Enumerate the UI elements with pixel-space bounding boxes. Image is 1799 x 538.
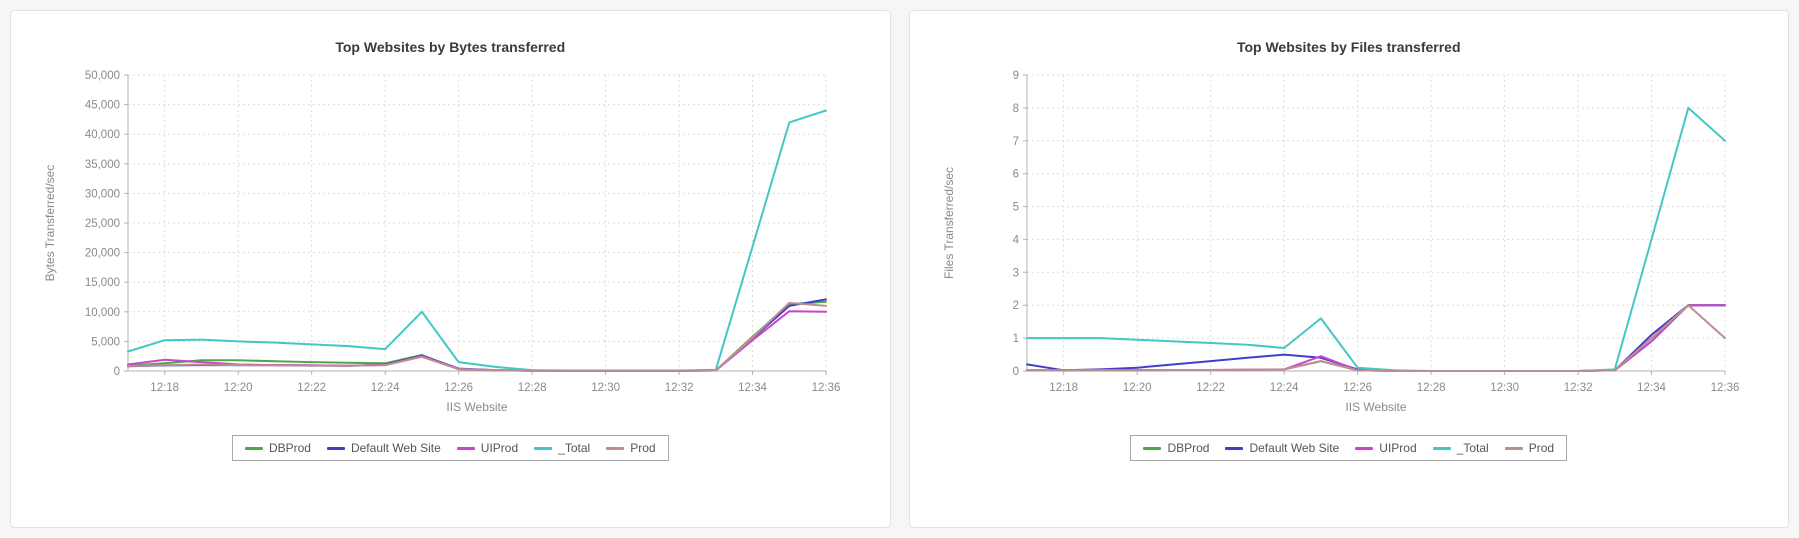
- y-tick-label: 20,000: [85, 248, 120, 260]
- y-tick-label: 1: [1012, 333, 1018, 345]
- chart-title-files: Top Websites by Files transferred: [1236, 39, 1461, 55]
- x-axis-label: IIS Website: [1345, 400, 1406, 414]
- x-tick-label: 12:18: [1049, 382, 1078, 394]
- legend-item-DBProd[interactable]: DBProd: [244, 441, 311, 455]
- y-tick-label: 10,000: [85, 307, 120, 319]
- legend-item-Prod[interactable]: Prod: [1504, 441, 1555, 455]
- legend-label: DBProd: [1167, 441, 1210, 455]
- legend-item-Prod[interactable]: Prod: [606, 441, 656, 455]
- legend-item-_Total[interactable]: _Total: [1432, 441, 1489, 455]
- y-tick-label: 5: [1012, 202, 1018, 214]
- x-tick-label: 12:20: [1123, 382, 1152, 394]
- legend-swatch: [244, 446, 263, 450]
- y-tick-label: 7: [1012, 136, 1018, 148]
- x-tick-label: 12:34: [1637, 382, 1666, 394]
- chart-svg: 0 5,000 10,000 15,000 20,000 25,000 30,000 35,0…: [43, 70, 841, 414]
- legend-label: Prod: [1528, 441, 1555, 455]
- x-tick-label: 12:26: [444, 382, 473, 394]
- legend-swatch: [1504, 446, 1523, 450]
- y-tick-label: 6: [1012, 169, 1018, 181]
- y-tick-label: 2: [1012, 300, 1018, 312]
- legend-swatch: [1432, 446, 1451, 450]
- y-tick-label: 30,000: [85, 188, 120, 200]
- x-tick-label: 12:28: [518, 382, 547, 394]
- y-tick-label: 45,000: [85, 100, 120, 112]
- x-tick-label: 12:22: [1196, 382, 1225, 394]
- series-line-_Total: [1025, 106, 1726, 372]
- y-tick-label: 3: [1012, 267, 1018, 279]
- y-tick-label: 50,000: [85, 70, 120, 82]
- legend-swatch: [456, 446, 475, 450]
- x-tick-label: 12:18: [151, 382, 180, 394]
- legend-swatch: [534, 446, 553, 450]
- chart-card-bytes: Top Websites by Bytes transferred 0 5,000…: [10, 10, 891, 528]
- legend-swatch: [606, 446, 625, 450]
- legend-item-UIProd[interactable]: UIProd: [456, 441, 519, 455]
- x-tick-label: 12:30: [1490, 382, 1519, 394]
- legend-label: Default Web Site: [350, 441, 441, 455]
- series-line-Prod: [1025, 304, 1726, 372]
- y-tick-label: 0: [1012, 366, 1018, 378]
- x-tick-label: 12:26: [1343, 382, 1372, 394]
- x-tick-label: 12:34: [738, 382, 767, 394]
- y-tick-label: 25,000: [85, 218, 120, 230]
- chart-card-files: Top Websites by Files transferred 0 1 2 3 4 5…: [908, 10, 1789, 528]
- chart-title-bytes: Top Websites by Bytes transferred: [335, 39, 566, 55]
- legend-label: _Total: [558, 441, 591, 455]
- series-line-Default Web Site: [1025, 304, 1726, 372]
- legend-label: UIProd: [480, 441, 519, 455]
- y-axis-label: Bytes Transferred/sec: [43, 165, 57, 282]
- x-tick-label: 12:32: [665, 382, 694, 394]
- y-tick-label: 8: [1012, 103, 1018, 115]
- x-tick-label: 12:28: [1416, 382, 1445, 394]
- legend-label: UIProd: [1379, 441, 1417, 455]
- series-line-UIProd: [1025, 304, 1726, 372]
- y-tick-label: 40,000: [85, 129, 120, 141]
- x-tick-label: 12:30: [591, 382, 620, 394]
- bytes-chart-legend: DBProd Default Web Site UIProd _Total Prod: [231, 435, 669, 461]
- bytes-line-chart: 0 5,000 10,000 15,000 20,000 25,000 30,000 35,0…: [21, 59, 880, 431]
- legend-label: DBProd: [268, 441, 311, 455]
- series-line-_Total: [127, 109, 828, 372]
- y-tick-label: 15,000: [85, 277, 120, 289]
- series-line-Prod: [127, 301, 828, 372]
- legend-item-Default Web Site[interactable]: Default Web Site: [326, 441, 441, 455]
- files-chart-legend: DBProd Default Web Site UIProd _Total Prod: [1130, 435, 1568, 461]
- legend-swatch: [1225, 446, 1244, 450]
- series-line-DBProd: [127, 300, 828, 372]
- x-tick-label: 12:22: [298, 382, 327, 394]
- legend-swatch: [1355, 446, 1374, 450]
- y-tick-label: 9: [1012, 70, 1018, 82]
- x-tick-label: 12:36: [1710, 382, 1739, 394]
- x-tick-label: 12:24: [371, 382, 400, 394]
- x-tick-label: 12:20: [224, 382, 253, 394]
- legend-item-UIProd[interactable]: UIProd: [1355, 441, 1417, 455]
- y-tick-label: 0: [114, 366, 120, 378]
- legend-label: _Total: [1456, 441, 1489, 455]
- x-tick-label: 12:36: [812, 382, 841, 394]
- legend-item-DBProd[interactable]: DBProd: [1143, 441, 1209, 455]
- legend-swatch: [326, 446, 345, 450]
- y-tick-label: 35,000: [85, 159, 120, 171]
- legend-item-Default Web Site[interactable]: Default Web Site: [1225, 441, 1339, 455]
- x-axis-label: IIS Website: [447, 400, 508, 414]
- legend-label: Default Web Site: [1249, 441, 1340, 455]
- legend-swatch: [1143, 446, 1162, 450]
- y-axis-label: Files Transferred/sec: [942, 167, 956, 279]
- y-tick-label: 4: [1012, 234, 1019, 246]
- legend-label: Prod: [630, 441, 656, 455]
- x-tick-label: 12:24: [1270, 382, 1299, 394]
- chart-svg: 0 1 2 3 4 5 6 7 8 9 12:18 12:20 12:22 12:24 12:26 12:28…: [942, 70, 1739, 414]
- y-tick-label: 5,000: [91, 336, 120, 348]
- legend-item-_Total[interactable]: _Total: [534, 441, 590, 455]
- files-line-chart: 0 1 2 3 4 5 6 7 8 9 12:18 12:20 12:22 12:24 12:26 12:28…: [920, 59, 1779, 431]
- series-line-DBProd: [1025, 304, 1726, 372]
- x-tick-label: 12:32: [1563, 382, 1592, 394]
